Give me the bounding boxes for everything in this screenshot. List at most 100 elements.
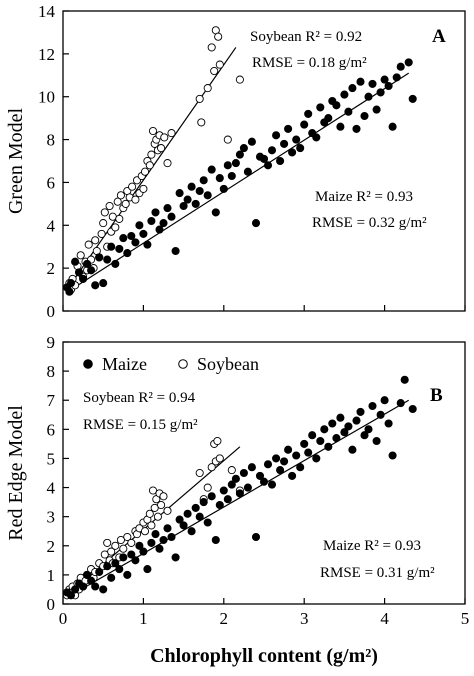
panel-b-maize-point — [187, 527, 196, 536]
panel-b-ticks: 0 1 2 3 4 5 6 7 8 9 0 1 2 3 4 5 — [47, 333, 470, 628]
panel-a-soybean-point — [197, 118, 206, 127]
panel-b-maize-point — [66, 591, 76, 600]
panel-a-maize-point — [312, 133, 321, 142]
panel-a-y-tick-label: 8 — [47, 131, 56, 150]
panel-b-maize-point — [203, 518, 212, 527]
panel-a-maize-point — [267, 146, 277, 155]
panel-a-maize-point — [107, 242, 116, 251]
panel-b-maize-point — [255, 471, 265, 480]
panel-b-maize-point — [183, 509, 192, 518]
panel-b-maize-point — [368, 401, 377, 411]
panel-a-y-tick-label: 4 — [47, 216, 56, 235]
panel-a-soybean-point — [111, 223, 120, 232]
panel-b-maize-point — [147, 538, 156, 547]
panel-b-maize-point — [344, 422, 353, 431]
panel-a-maize-point — [203, 191, 212, 200]
panel-b-maize-point — [276, 466, 285, 475]
panel-b-maize-point — [135, 541, 144, 550]
panel-b-maize-point — [171, 553, 180, 562]
panel-b-maize-point — [247, 463, 256, 472]
panel-a-maize-point — [179, 201, 188, 211]
panel-a-maize-point — [392, 73, 401, 82]
panel-a-maize-fit-line — [70, 72, 410, 291]
panel-a-maize-point — [243, 167, 252, 176]
panel-b-maize-rmse: RMSE = 0.31 g/m² — [320, 565, 435, 581]
panel-b-x-tick-label: 2 — [220, 609, 229, 628]
panel-b-maize-point — [179, 521, 188, 530]
panel-a-maize-point — [247, 137, 256, 146]
panel-a-maize-point — [259, 154, 269, 163]
panel-b-maize-point — [227, 480, 236, 489]
panel-a-maize-point — [384, 81, 393, 91]
panel-a-maize-point — [376, 88, 385, 97]
panel-a-soybean-point — [195, 94, 204, 103]
panel-a-maize-point — [99, 279, 108, 288]
panel-b-maize-point — [191, 503, 200, 512]
panel-b-maize-point — [79, 582, 88, 591]
panel-b-maize-point — [304, 448, 313, 457]
panel-b-maize-r2: Maize R² = 0.93 — [323, 538, 421, 554]
panel-b-maize-point — [380, 396, 389, 405]
panel-a-maize-point — [388, 122, 397, 131]
panel-a-soybean-point — [157, 144, 166, 153]
panel-b-soybean-point — [119, 544, 128, 553]
panel-b-maize-point — [95, 567, 104, 577]
panel-b-maize-point — [215, 500, 224, 510]
panel-b-maize-point — [143, 565, 152, 574]
panel-a-maize-point — [159, 219, 168, 228]
panel-a-maize-point — [115, 244, 124, 253]
panel-b-maize-point — [372, 436, 381, 446]
panel-a-y-axis-title: Green Model — [5, 108, 27, 215]
panel-a-soybean-point — [115, 214, 124, 223]
panel-a-maize-point — [207, 165, 216, 174]
panel-a-ticks: 0 2 4 6 8 10 12 14 — [38, 2, 466, 321]
panel-a-maize-point — [183, 195, 192, 204]
panel-a-maize-point — [364, 92, 373, 101]
panel-a-y-tick-label: 10 — [38, 88, 55, 107]
panel-b-soybean-point — [147, 521, 156, 530]
panel-a-maize-point — [304, 109, 313, 118]
panel-b-maize-point — [139, 547, 148, 556]
panel-a-soybean-point — [223, 135, 232, 144]
panel-a-maize-point — [348, 84, 357, 93]
panel-a-maize-point — [231, 159, 240, 168]
panel-a-plot-frame — [62, 10, 466, 312]
panel-a-maize-point — [227, 171, 236, 181]
panel-a-soybean-point — [160, 133, 169, 142]
panel-b-maize-point — [348, 445, 357, 454]
panel-a-maize-point — [235, 150, 244, 159]
panel-a-maize-point — [404, 58, 413, 67]
panel-a-maize-point — [340, 90, 349, 99]
panel-b-soybean-point — [203, 483, 212, 492]
panel-b-maize-point — [115, 565, 124, 574]
panel-a-y-tick-label: 6 — [47, 173, 56, 192]
panel-a-soybean-point — [148, 126, 158, 136]
panel-b-soybean-point — [153, 512, 162, 521]
panel-a-chart: 0 2 4 6 8 10 12 14 Green Model A Soybean R² = 0… — [5, 2, 466, 321]
panel-b-maize-point — [127, 550, 136, 559]
panel-b-maize-point — [312, 454, 321, 463]
panel-a-maize-r2: Maize R² = 0.93 — [315, 189, 413, 205]
panel-b-maize-point — [223, 495, 232, 504]
panel-b-maize-point — [219, 486, 228, 495]
panel-b-chart: 0 1 2 3 4 5 6 7 8 9 0 1 2 3 4 5 Red Edge Model B Maize … — [5, 333, 469, 628]
panel-a-soybean-point — [84, 240, 93, 249]
panel-a-maize-point — [163, 204, 172, 213]
panel-b-maize-point — [284, 445, 293, 454]
panel-b-maize-point — [332, 434, 341, 443]
panel-b-soybean-point — [215, 454, 224, 463]
panel-a-soybean-rmse: RMSE = 0.18 g/m² — [252, 55, 367, 71]
panel-a-maize-point — [167, 212, 176, 221]
panel-a-maize-point — [352, 124, 361, 133]
panel-a-maize-point — [360, 111, 369, 121]
panel-a-maize-point — [316, 103, 325, 112]
legend-soybean-label: Soybean — [197, 354, 259, 374]
panel-a-soybean-point — [97, 229, 106, 238]
panel-a-maize-point — [292, 135, 301, 144]
panel-a-maize-point — [171, 246, 180, 256]
panel-a-soybean-point — [147, 150, 156, 159]
panel-b-soybean-point — [123, 532, 132, 542]
panel-b-maize-point — [384, 419, 393, 428]
panel-b-y-tick-label: 0 — [47, 595, 56, 614]
panel-b-maize-point — [272, 454, 281, 463]
